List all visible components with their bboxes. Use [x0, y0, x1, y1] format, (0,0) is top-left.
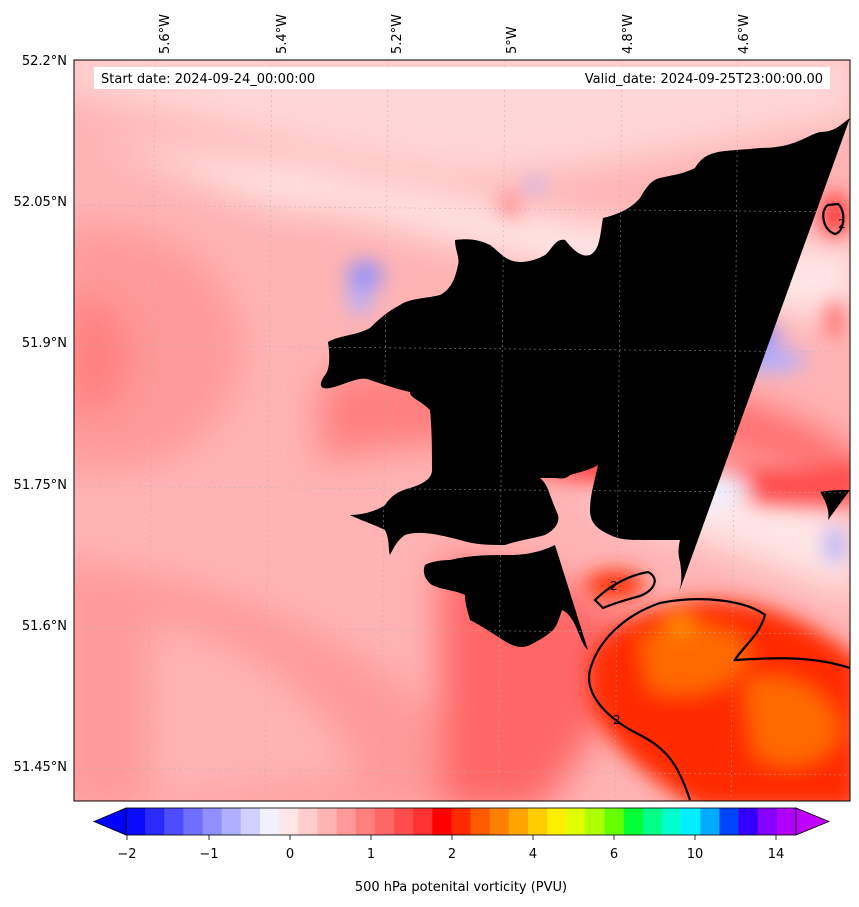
pv-field	[74, 60, 850, 801]
colorbar-cell	[681, 808, 701, 835]
colorbar-cell	[528, 808, 548, 835]
colorbar-max-arrow	[795, 807, 831, 836]
colorbar-min-arrow	[92, 807, 127, 836]
colorbar-cell	[355, 808, 376, 835]
colorbar-cell	[336, 808, 357, 835]
colorbar-cell	[413, 808, 433, 835]
lon-tick-label: 5°W	[505, 26, 520, 54]
lon-tick-label: 4.6°W	[737, 14, 752, 54]
colorbar-cell	[145, 808, 165, 835]
contour-label: 2	[572, 415, 580, 429]
contour-label: 2	[838, 217, 846, 231]
colorbar-cell	[719, 808, 740, 835]
colorbar-cell	[202, 808, 223, 835]
colorbar-cell	[470, 808, 491, 835]
colorbar-tick-label: 10	[687, 847, 704, 862]
colorbar-cell	[566, 808, 586, 835]
colorbar-cell	[585, 808, 606, 835]
lon-tick-labels: 5.6°W 5.4°W 5.2°W 5°W 4.8°W 4.6°W	[158, 14, 752, 54]
colorbar-tick-label: 1	[367, 847, 375, 862]
colorbar-cell	[489, 808, 510, 835]
colorbar-cell	[279, 808, 299, 835]
colorbar-cell	[317, 808, 338, 835]
date-info-box	[94, 67, 830, 89]
colorbar-tick-label: 0	[286, 847, 294, 862]
contour-labels: 2 2 2 2	[572, 217, 846, 727]
lon-tick-label: 5.4°W	[275, 14, 290, 54]
colorbar-cell	[260, 808, 280, 835]
colorbar-cell	[623, 808, 644, 835]
colorbar-cell	[547, 808, 567, 835]
colorbar-tick-label: 14	[768, 847, 785, 862]
colorbar-cell	[164, 808, 184, 835]
lon-tick-label: 5.6°W	[158, 14, 173, 54]
colorbar-frame	[125, 807, 797, 836]
colorbar-cell	[508, 808, 529, 835]
colorbar-cell	[642, 808, 663, 835]
colorbar-tick-label: −2	[117, 847, 136, 862]
colorbar-cell	[298, 808, 318, 835]
colorbar-title: 500 hPa potenital vorticity (PVU)	[355, 880, 567, 895]
colorbar-cell	[240, 808, 261, 835]
colorbar-cell	[738, 808, 759, 835]
colorbar-tick-label: 6	[610, 847, 618, 862]
colorbar-cell	[757, 808, 778, 835]
colorbar-cell	[394, 808, 414, 835]
colorbar-cell	[776, 808, 797, 835]
lat-tick-label: 51.9°N	[22, 336, 67, 351]
colorbar-cell	[432, 808, 452, 835]
colorbar-cell	[662, 808, 682, 835]
colorbar-cell	[700, 808, 720, 835]
colorbar-cell	[374, 808, 395, 835]
lat-tick-labels: 52.2°N 52.05°N 51.9°N 51.75°N 51.6°N 51.…	[14, 54, 67, 775]
colorbar-tick-label: −1	[199, 847, 218, 862]
colorbar-cell	[451, 808, 472, 835]
lat-tick-label: 51.75°N	[14, 478, 67, 493]
lat-tick-label: 52.05°N	[14, 195, 67, 210]
colorbar: −2 −1 0 1 2 4 6 10 14 500 hPa potenital vorticit…	[92, 807, 831, 895]
colorbar-cell	[221, 808, 242, 835]
contour-label: 2	[610, 579, 618, 593]
lat-tick-label: 52.2°N	[22, 54, 67, 69]
contour-label: 2	[613, 713, 621, 727]
start-date-text: Start date: 2024-09-24_00:00:00	[101, 72, 315, 87]
valid-date-text: Valid_date: 2024-09-25T23:00:00.00	[585, 72, 823, 87]
lon-tick-label: 5.2°W	[390, 14, 405, 54]
colorbar-cell	[604, 808, 625, 835]
lon-tick-label: 4.8°W	[621, 14, 636, 54]
lat-tick-label: 51.6°N	[22, 619, 67, 634]
lat-tick-label: 51.45°N	[14, 760, 67, 775]
colorbar-cell	[183, 808, 204, 835]
map-frame	[73, 59, 851, 802]
colorbar-cell	[126, 808, 146, 835]
colorbar-tick-label: 2	[448, 847, 456, 862]
colorbar-tick-label: 4	[529, 847, 537, 862]
